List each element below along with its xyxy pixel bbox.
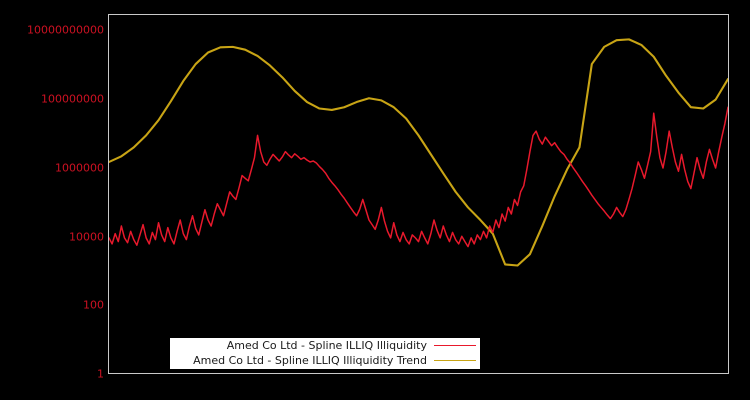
legend-item-trend: Amed Co Ltd - Spline ILLIQ Illiquidity T… [170, 353, 480, 368]
plot-area [108, 14, 729, 374]
y-axis-tick-label: 10000000000 [27, 23, 104, 37]
y-axis-tick-label: 1 [97, 367, 104, 381]
legend-label: Amed Co Ltd - Spline ILLIQ Illiquidity [226, 338, 427, 352]
series-line-trend [109, 38, 728, 267]
legend-item-illiquidity: Amed Co Ltd - Spline ILLIQ Illiquidity [170, 338, 480, 353]
y-axis-tick-label: 100000000 [41, 92, 104, 106]
legend-swatch-gold [434, 360, 476, 361]
y-axis-tick-label: 100 [83, 298, 104, 312]
y-axis: 10000000000 100000000 1000000 10000 100 1 [0, 0, 104, 400]
legend-label: Amed Co Ltd - Spline ILLIQ Illiquidity T… [193, 353, 427, 367]
legend-swatch-red [434, 345, 476, 346]
chart-legend: Amed Co Ltd - Spline ILLIQ Illiquidity A… [170, 338, 480, 369]
series-svg [109, 38, 728, 267]
y-axis-tick-label: 1000000 [55, 161, 104, 175]
y-axis-tick-label: 10000 [69, 230, 104, 244]
series-line-illiquidity [109, 106, 728, 248]
